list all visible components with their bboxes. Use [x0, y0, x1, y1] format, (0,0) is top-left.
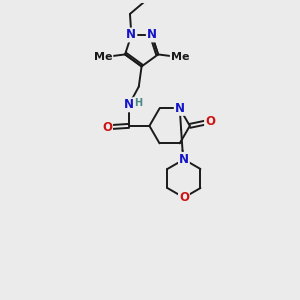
Text: N: N [179, 153, 189, 166]
Text: Me: Me [171, 52, 189, 62]
Text: O: O [179, 191, 189, 204]
Text: Me: Me [94, 52, 112, 62]
Text: N: N [126, 28, 136, 41]
Text: N: N [175, 102, 185, 115]
Text: O: O [205, 115, 215, 128]
Text: N: N [147, 28, 157, 41]
Text: H: H [134, 98, 142, 108]
Text: N: N [124, 98, 134, 111]
Text: O: O [102, 121, 112, 134]
